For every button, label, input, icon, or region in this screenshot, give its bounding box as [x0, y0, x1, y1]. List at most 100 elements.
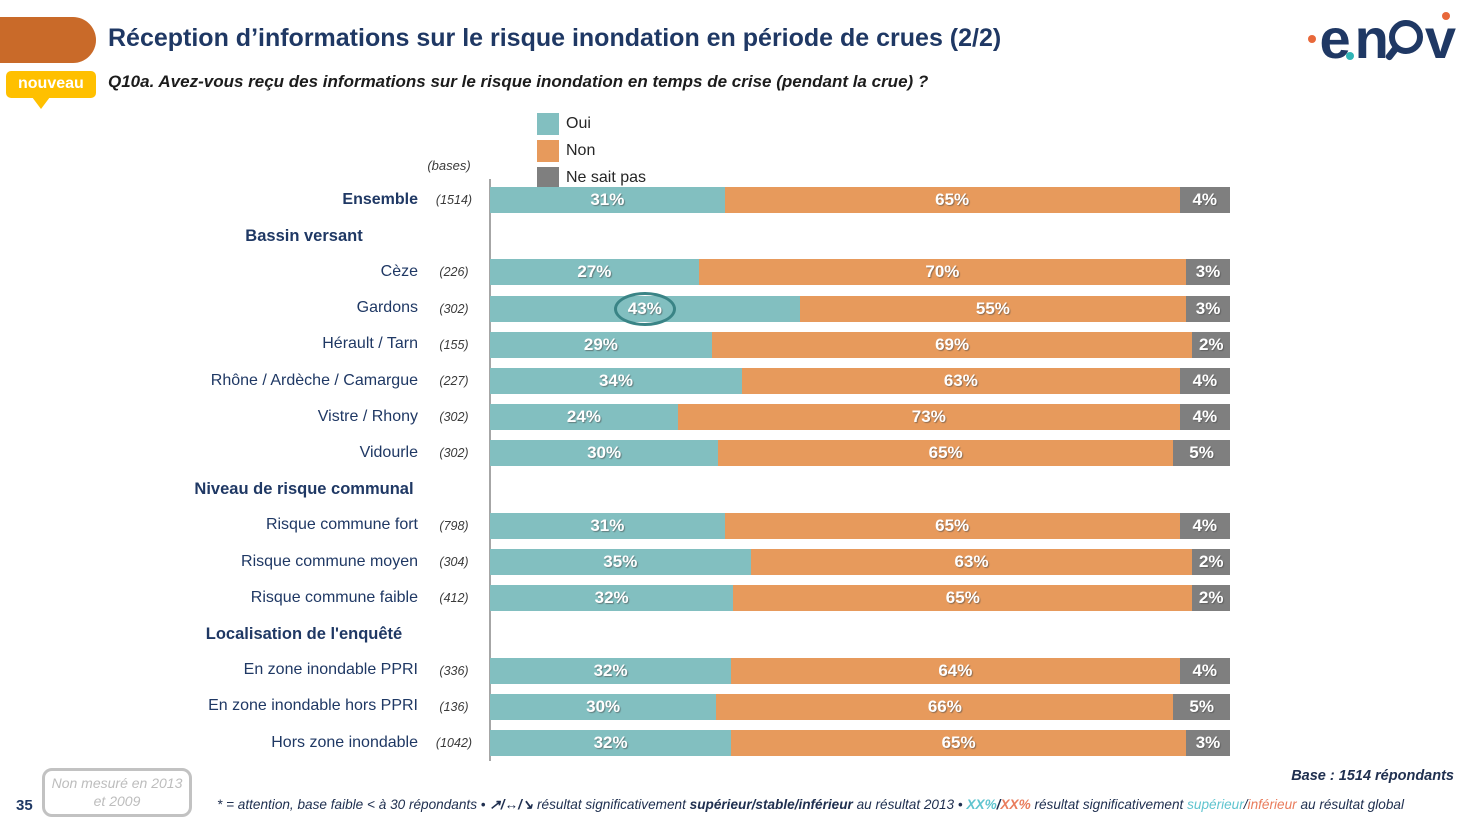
bar-segment-ne-sait-pas: 5% [1173, 693, 1230, 720]
footnote-part: * = attention, base faible < à 30 répond… [217, 797, 490, 812]
bar-segment-non: 55% [799, 295, 1187, 322]
legend-color-swatch-nsp [537, 167, 559, 189]
row-label: Risque commune moyen [241, 552, 418, 570]
stacked-bar: 29% 69% 2% [490, 331, 1230, 358]
question-text: Q10a. Avez-vous reçu des informations su… [108, 72, 929, 91]
bar-segment-ne-sait-pas: 4% [1179, 657, 1230, 684]
enov-logo: e n v [1308, 7, 1456, 70]
logo-letter: e [1319, 7, 1350, 70]
group-header-label: Niveau de risque communal [194, 480, 414, 499]
bar-segment-non: 69% [711, 331, 1193, 358]
legend-color-swatch-oui [537, 113, 559, 135]
segment-value: 2% [1198, 588, 1224, 608]
arrows-icon: ↗/↔/↘ [489, 797, 534, 812]
chart-row: Vidourle (302) 30% 65% 5% [148, 435, 1230, 471]
bases-column-header: (bases) [427, 158, 471, 173]
segment-value: 5% [1189, 443, 1214, 463]
footnote-part: au résultat 2013 • [852, 797, 967, 812]
logo-letter: v [1424, 7, 1456, 70]
segment-value: 69% [935, 334, 970, 354]
page-number: 35 [16, 797, 33, 814]
bar-segment-ne-sait-pas: 2% [1192, 331, 1230, 358]
bar-segment-oui: 32% [490, 585, 734, 612]
footnote-part: résultat significativement [533, 797, 690, 812]
bar-segment-non: 70% [698, 259, 1186, 286]
chart-row: Risque commune faible (412) 32% 65% 2% [148, 580, 1230, 616]
segment-value: 2% [1198, 551, 1224, 571]
segment-value: 31% [590, 190, 625, 210]
segment-value: 63% [954, 551, 989, 571]
segment-value: 4% [1192, 660, 1218, 680]
bar-segment-non: 65% [731, 729, 1186, 756]
stacked-bar: 31% 65% 4% [490, 187, 1230, 214]
stacked-bar: 31% 65% 4% [490, 512, 1230, 539]
bar-segment-oui: 32% [490, 729, 732, 756]
group-header-row: Localisation de l'enquêté [148, 616, 1230, 652]
bar-segment-oui: 30% [490, 693, 717, 720]
segment-value: 31% [590, 515, 625, 535]
segment-value: 27% [577, 262, 612, 282]
new-badge: nouveau [6, 71, 96, 109]
bar-segment-ne-sait-pas: 4% [1179, 368, 1230, 395]
segment-value: 24% [566, 407, 601, 427]
legend-label: Oui [566, 115, 591, 132]
row-label: Cèze [380, 263, 418, 281]
bar-segment-non: 64% [731, 657, 1180, 684]
segment-value: 32% [593, 732, 628, 752]
row-base-count: (336) [439, 663, 469, 678]
footnote-part: résultat significativement [1030, 797, 1188, 812]
group-header-row: Niveau de risque communal [148, 472, 1230, 508]
segment-value: 30% [586, 696, 621, 716]
bar-segment-oui: 24% [490, 404, 678, 431]
stacked-bar: 30% 66% 5% [490, 693, 1230, 720]
footnote-part: au résultat global [1296, 797, 1404, 812]
bar-segment-oui: 34% [490, 368, 742, 395]
segment-value: 34% [598, 371, 633, 391]
bar-segment-oui: 29% [490, 331, 712, 358]
row-base-count: (155) [439, 337, 469, 352]
row-base-count: (304) [439, 554, 469, 569]
legend-item-nsp: Ne sait pas [537, 167, 646, 189]
bar-segment-oui: 31% [490, 512, 725, 539]
bar-segment-non: 65% [733, 585, 1193, 612]
row-label: Risque commune faible [250, 588, 418, 606]
bar-segment-ne-sait-pas: 5% [1173, 440, 1230, 467]
row-label: Ensemble [342, 190, 418, 208]
logo-letter: n [1354, 7, 1389, 70]
footnote-xx-superieur: XX% [966, 797, 997, 812]
segment-value: 30% [587, 443, 622, 463]
bar-segment-oui: 35% [490, 548, 751, 575]
chart-row: En zone inondable hors PPRI (136) 30% 66% 5% [148, 689, 1230, 725]
segment-value: 73% [911, 407, 946, 427]
bar-segment-ne-sait-pas: 3% [1186, 295, 1230, 322]
chart-row: Hors zone inondable (1042) 32% 65% 3% [148, 725, 1230, 761]
chart-row: En zone inondable PPRI (336) 32% 64% 4% [148, 652, 1230, 688]
page-title: Réception d’informations sur le risque i… [108, 24, 1002, 52]
legend-item-non: Non [537, 140, 646, 162]
chart-row: Risque commune moyen (304) 35% 63% 2% [148, 544, 1231, 580]
bar-segment-non: 63% [741, 368, 1180, 395]
segment-value: 65% [945, 588, 980, 608]
bar-segment-oui: 31% [490, 187, 725, 214]
logo-dot-top-icon [1442, 12, 1450, 20]
segment-value: 65% [941, 732, 976, 752]
bar-segment-ne-sait-pas: 3% [1186, 729, 1230, 756]
row-label: Risque commune fort [265, 516, 418, 534]
chart-row: Hérault / Tarn (155) 29% 69% 2% [148, 327, 1230, 363]
row-label: Vistre / Rhony [317, 407, 418, 425]
segment-value: 3% [1195, 262, 1221, 282]
header-accent-tab [0, 17, 96, 63]
not-measured-note: Non mesuré en 2013 et 2009 [42, 768, 192, 817]
row-label: Hérault / Tarn [322, 335, 418, 353]
stacked-bar: 32% 65% 3% [490, 729, 1230, 756]
segment-value: 35% [603, 551, 638, 571]
segment-value: 65% [935, 515, 970, 535]
stacked-bar: 27% 70% 3% [490, 259, 1230, 286]
logo-dot-teal-icon [1345, 52, 1354, 60]
stacked-bar: 24% 73% 4% [490, 404, 1230, 431]
segment-value: 4% [1192, 190, 1218, 210]
segment-value: 3% [1195, 732, 1221, 752]
row-base-count: (302) [439, 410, 469, 425]
row-base-count: (412) [439, 591, 469, 606]
chart-rows: Ensemble (1514) 31% 65% 4% Bassin versant Cèze… [148, 179, 1231, 761]
